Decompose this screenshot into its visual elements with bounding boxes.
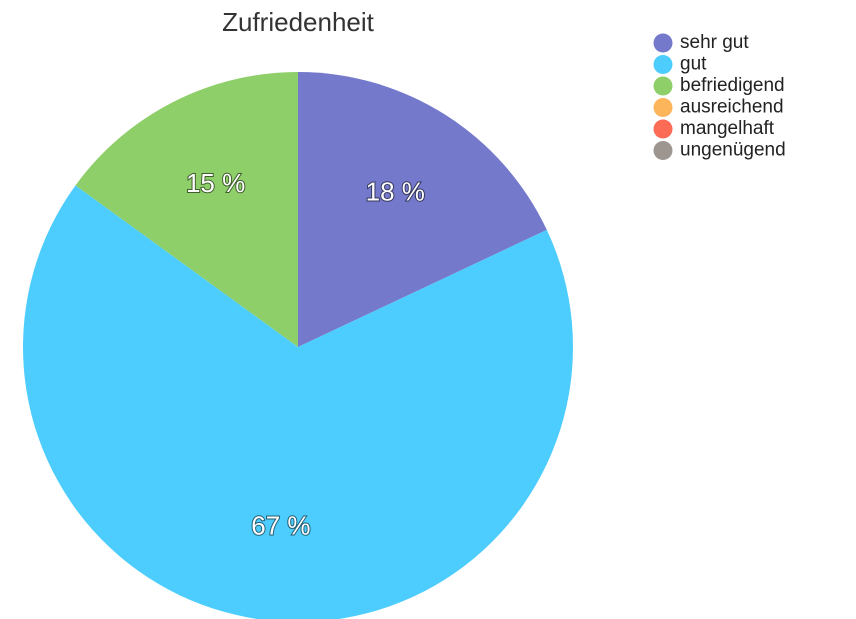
legend-swatch — [653, 98, 673, 117]
pie-slice — [75, 72, 298, 347]
legend-label: mangelhaft — [680, 118, 775, 139]
legend-label: ungenügend — [680, 140, 786, 161]
legend-label: befriedigend — [680, 75, 785, 96]
data-label: 18 % — [366, 177, 425, 207]
legend-swatch — [653, 76, 673, 96]
legend-swatch — [653, 141, 673, 160]
data-label: 15 % — [186, 168, 245, 198]
pie-slice — [298, 72, 547, 347]
pie-slice — [23, 185, 573, 619]
legend-swatch — [653, 55, 673, 74]
chart-title: Zufriedenheit — [222, 7, 375, 37]
legend-swatch — [653, 119, 673, 139]
legend-swatch — [653, 33, 673, 53]
legend-label: gut — [680, 54, 707, 75]
legend-label: ausreichend — [680, 97, 784, 118]
data-label: 67 % — [251, 511, 310, 541]
legend-label: sehr gut — [680, 32, 749, 53]
